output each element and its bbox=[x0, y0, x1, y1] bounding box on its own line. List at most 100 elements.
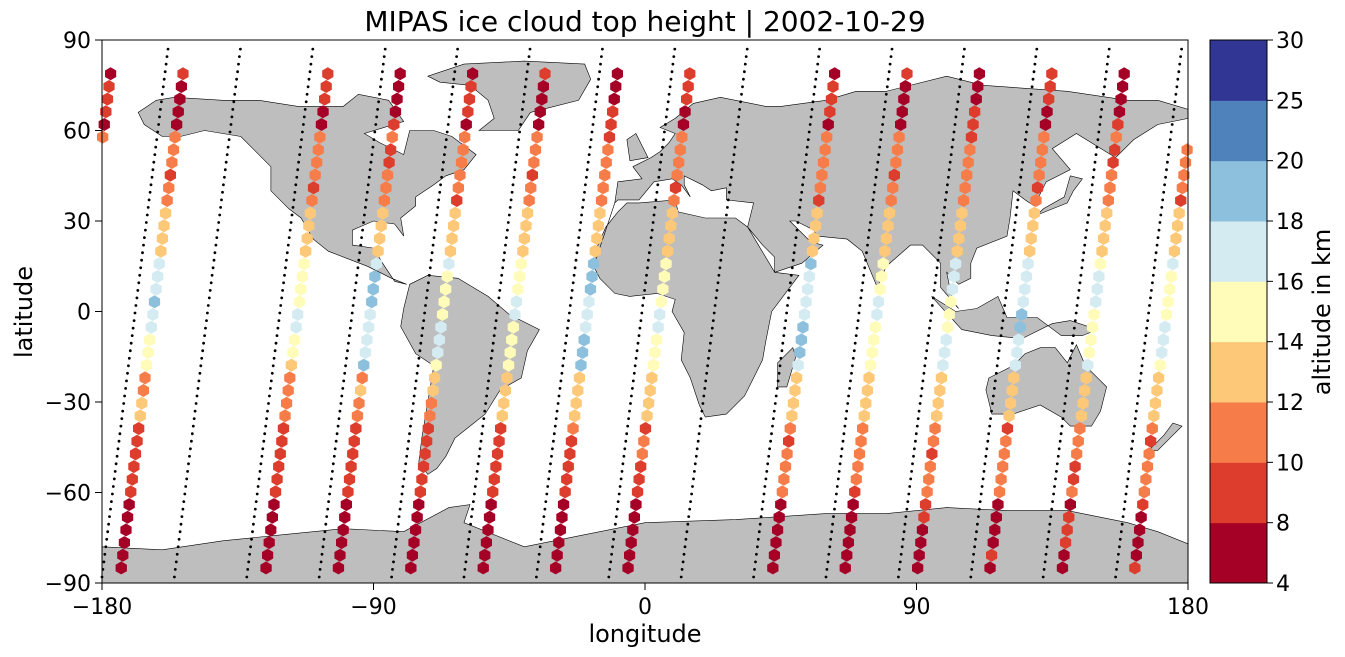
cloud-height-point bbox=[1160, 308, 1173, 321]
orbit-track-dot bbox=[136, 289, 140, 292]
orbit-track-dot bbox=[756, 537, 760, 541]
orbit-track-dot bbox=[1117, 552, 1120, 556]
orbit-track-dot bbox=[451, 85, 455, 89]
orbit-track-dot bbox=[653, 206, 657, 209]
orbit-track-dot bbox=[1086, 221, 1089, 224]
cloud-height-point bbox=[885, 194, 897, 207]
colorbar-tick-label: 14 bbox=[1276, 331, 1304, 356]
orbit-track-dot bbox=[483, 409, 487, 413]
cloud-height-point bbox=[1043, 92, 1055, 106]
orbit-track-dot bbox=[686, 522, 690, 526]
orbit-track-dot bbox=[918, 402, 922, 405]
cloud-height-point bbox=[429, 371, 441, 385]
cloud-height-point bbox=[156, 232, 168, 245]
orbit-track-dot bbox=[584, 183, 587, 187]
cloud-height-point bbox=[934, 384, 946, 397]
cloud-height-point bbox=[521, 206, 534, 220]
orbit-track-dot bbox=[873, 183, 877, 187]
orbit-track-dot bbox=[840, 447, 844, 451]
cloud-height-point bbox=[1149, 396, 1161, 410]
cloud-height-point bbox=[1137, 498, 1149, 512]
cloud-height-point bbox=[443, 257, 455, 271]
orbit-track-dot bbox=[216, 228, 220, 232]
orbit-track-dot bbox=[854, 334, 858, 337]
orbit-track-dot bbox=[405, 454, 409, 458]
orbit-track-dot bbox=[1022, 153, 1025, 157]
orbit-track-dot bbox=[369, 160, 373, 164]
orbit-track-dot bbox=[344, 364, 347, 368]
orbit-track-dot bbox=[1034, 55, 1038, 58]
orbit-track-dot bbox=[1088, 198, 1092, 202]
orbit-track-dot bbox=[1011, 236, 1015, 240]
orbit-track-dot bbox=[1033, 62, 1037, 66]
cloud-height-point bbox=[649, 346, 661, 359]
cloud-height-point bbox=[948, 270, 960, 283]
orbit-track-dot bbox=[221, 190, 224, 194]
cloud-height-point bbox=[276, 434, 288, 448]
orbit-track-dot bbox=[224, 160, 228, 164]
orbit-track-dot bbox=[257, 477, 261, 481]
cloud-height-point bbox=[895, 118, 907, 131]
orbit-track-dot bbox=[382, 55, 386, 58]
orbit-track-dot bbox=[917, 409, 921, 413]
orbit-track-dot bbox=[226, 145, 230, 149]
orbit-track-dot bbox=[418, 349, 422, 353]
cloud-height-point bbox=[457, 143, 469, 157]
orbit-track-dot bbox=[207, 296, 211, 300]
orbit-track-dot bbox=[1125, 485, 1129, 488]
orbit-track-dot bbox=[359, 243, 363, 247]
orbit-track-dot bbox=[447, 115, 451, 119]
orbit-track-dot bbox=[287, 236, 291, 240]
cloud-height-point bbox=[288, 333, 301, 347]
cloud-height-point bbox=[467, 67, 479, 81]
orbit-track-dot bbox=[662, 138, 665, 142]
cloud-height-point bbox=[554, 523, 566, 537]
orbit-track-dot bbox=[321, 545, 325, 549]
cloud-height-point bbox=[174, 92, 186, 106]
orbit-track-dot bbox=[473, 485, 477, 488]
orbit-track-dot bbox=[987, 432, 991, 436]
orbit-track-dot bbox=[642, 296, 646, 300]
orbit-track-dot bbox=[916, 417, 920, 420]
cloud-height-point bbox=[529, 143, 542, 157]
cloud-height-point bbox=[358, 358, 370, 372]
cloud-height-point bbox=[668, 194, 680, 207]
orbit-track-dot bbox=[996, 356, 1000, 360]
orbit-track-dot bbox=[736, 123, 740, 126]
orbit-track-dot bbox=[1000, 326, 1004, 330]
orbit-track-dot bbox=[276, 326, 280, 330]
cloud-height-point bbox=[121, 510, 134, 524]
cloud-height-point bbox=[166, 156, 178, 169]
cloud-height-point bbox=[677, 118, 690, 131]
orbit-track-dot bbox=[309, 62, 313, 66]
orbit-track-dot bbox=[656, 183, 660, 187]
orbit-track-dot bbox=[680, 568, 684, 571]
orbit-track-dot bbox=[306, 85, 310, 89]
cloud-height-point bbox=[1035, 156, 1047, 169]
orbit-track-dot bbox=[116, 447, 120, 451]
cloud-height-point bbox=[768, 548, 780, 562]
orbit-track-dot bbox=[391, 568, 394, 571]
orbit-track-dot bbox=[673, 47, 677, 51]
orbit-track-dot bbox=[571, 281, 575, 285]
orbit-track-dot bbox=[1167, 153, 1170, 157]
orbit-track-dot bbox=[156, 130, 160, 134]
orbit-track-dot bbox=[959, 77, 962, 81]
orbit-track-dot bbox=[155, 138, 159, 142]
cloud-height-point bbox=[1017, 295, 1029, 309]
orbit-track-dot bbox=[358, 251, 362, 255]
orbit-track-dot bbox=[835, 492, 838, 496]
cloud-height-point bbox=[129, 447, 142, 461]
cloud-height-point bbox=[128, 460, 140, 474]
orbit-track-dot bbox=[1153, 258, 1157, 262]
orbit-track-dot bbox=[958, 85, 962, 89]
orbit-track-dot bbox=[847, 394, 850, 398]
cloud-height-point bbox=[864, 358, 877, 372]
orbit-track-dot bbox=[999, 334, 1003, 337]
orbit-track-dot bbox=[1114, 575, 1117, 579]
orbit-track-dot bbox=[914, 432, 918, 436]
orbit-track-dot bbox=[331, 462, 335, 466]
x-tick-label: 0 bbox=[638, 595, 652, 620]
orbit-track-dot bbox=[726, 206, 729, 209]
cloud-height-point bbox=[1088, 308, 1100, 321]
